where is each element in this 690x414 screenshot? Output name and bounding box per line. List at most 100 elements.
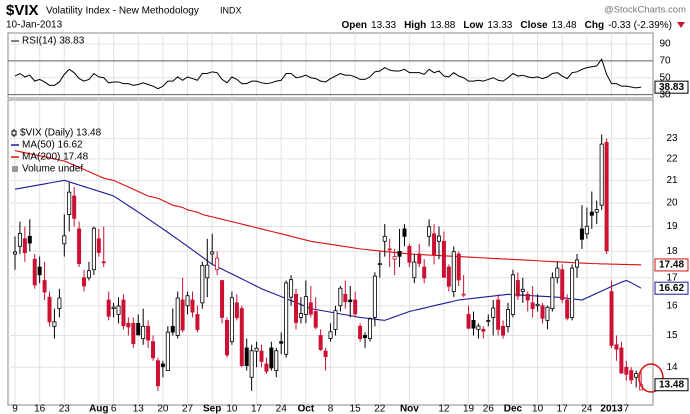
candle-body [62,235,67,245]
x-tick-label: 10 [532,404,544,414]
candle-body [141,325,146,339]
candle-body [136,322,141,336]
quote-value: 13.48 [552,20,577,31]
candle-body [441,240,446,278]
y-tick-label: 19 [666,221,678,232]
candle-body [313,311,318,328]
candle-body [451,251,456,292]
x-tick-label: 27 [182,404,194,414]
candle-body [180,299,185,331]
candle-body [545,306,550,321]
candle-body [446,266,451,287]
candle-body [82,277,87,287]
ma-line [14,150,642,266]
quote-value: 13.88 [430,20,455,31]
y-tick-label: 23 [666,133,678,144]
candle-body [229,297,234,343]
candle-body [308,302,313,315]
candle-body [555,267,560,279]
candle-body [353,299,358,315]
candle-body [535,303,540,307]
candle-body [412,261,417,279]
quote-label: High [404,20,426,31]
rsi-line [14,58,642,90]
y-tick-label: 21 [666,175,678,186]
candle-body [244,347,249,367]
candle-body [589,211,594,216]
candle-body [501,325,506,336]
symbol: $VIX [6,2,39,19]
candle-body [491,307,496,318]
candle-body [175,297,180,336]
rsi-tick-label: 30 [659,89,671,100]
candle-body [456,253,461,281]
quote-label: Close [520,20,548,31]
candle-body [634,373,639,378]
candle-body [594,209,599,213]
candle-body [165,331,170,371]
candle-body [323,350,328,357]
candle-body [540,305,545,319]
x-tick-label: 23 [59,404,71,414]
exchange: INDX [220,5,242,15]
price-legend: $VIX (Daily) 13.48 [20,128,102,139]
x-tick-label: 10 [226,404,238,414]
candle-body [530,302,535,310]
x-tick-label: 17 [557,404,569,414]
candle-body [604,142,609,252]
candle-body [289,279,294,298]
candle-body [151,341,156,359]
candle-body [264,363,269,372]
candle-body [624,366,629,375]
candle-body [333,310,338,330]
grid-layer [8,33,653,405]
candle-body [294,293,299,323]
candle-body [42,280,47,293]
x-tick-label: Dec [504,404,523,414]
candle-body [91,227,96,271]
x-tick-label: 9 [12,404,18,414]
candle-body [284,282,289,355]
candle-body [397,251,402,257]
value-box [654,281,689,295]
candle-body [269,347,274,369]
candle-body [52,321,57,327]
candle-body [417,253,422,264]
candle-body [101,261,106,264]
candle-body [550,277,555,310]
candle-body [234,302,239,319]
candle-body [436,235,441,242]
x-tick-label: 24 [276,404,288,414]
value-box [654,378,689,392]
candle-body [486,319,491,322]
highlight-circle [638,363,664,393]
x-tick-label: 24 [581,404,593,414]
x-tick-label: 6 [111,404,117,414]
candle-body [348,299,353,303]
candle-body [146,325,151,341]
candle-body [224,319,229,356]
y-tick-label: 16 [666,300,678,311]
rsi-legend: RSI(14) 38.83 [22,36,85,47]
quote-value: 13.33 [487,20,512,31]
candle-body [279,341,284,344]
candle-body [570,267,575,318]
candle-body [377,263,382,266]
candle-body [195,314,200,331]
candle-body [22,238,27,254]
candle-body [343,293,348,303]
value-box-label: 16.62 [659,283,684,294]
candle-body [57,297,62,310]
candle-body [67,191,72,215]
value-boxes: 16.62 17.48 13.48 38.83 [654,80,689,392]
candle-body [328,331,333,339]
candle-body [476,325,481,330]
candle-body [160,363,165,368]
date: 10-Jan-2013 [6,20,63,31]
candle-body [510,274,515,315]
candle-body [392,256,397,260]
candle-body [402,228,407,237]
rsi-tick-label: 90 [659,39,671,50]
value-box [654,258,689,272]
